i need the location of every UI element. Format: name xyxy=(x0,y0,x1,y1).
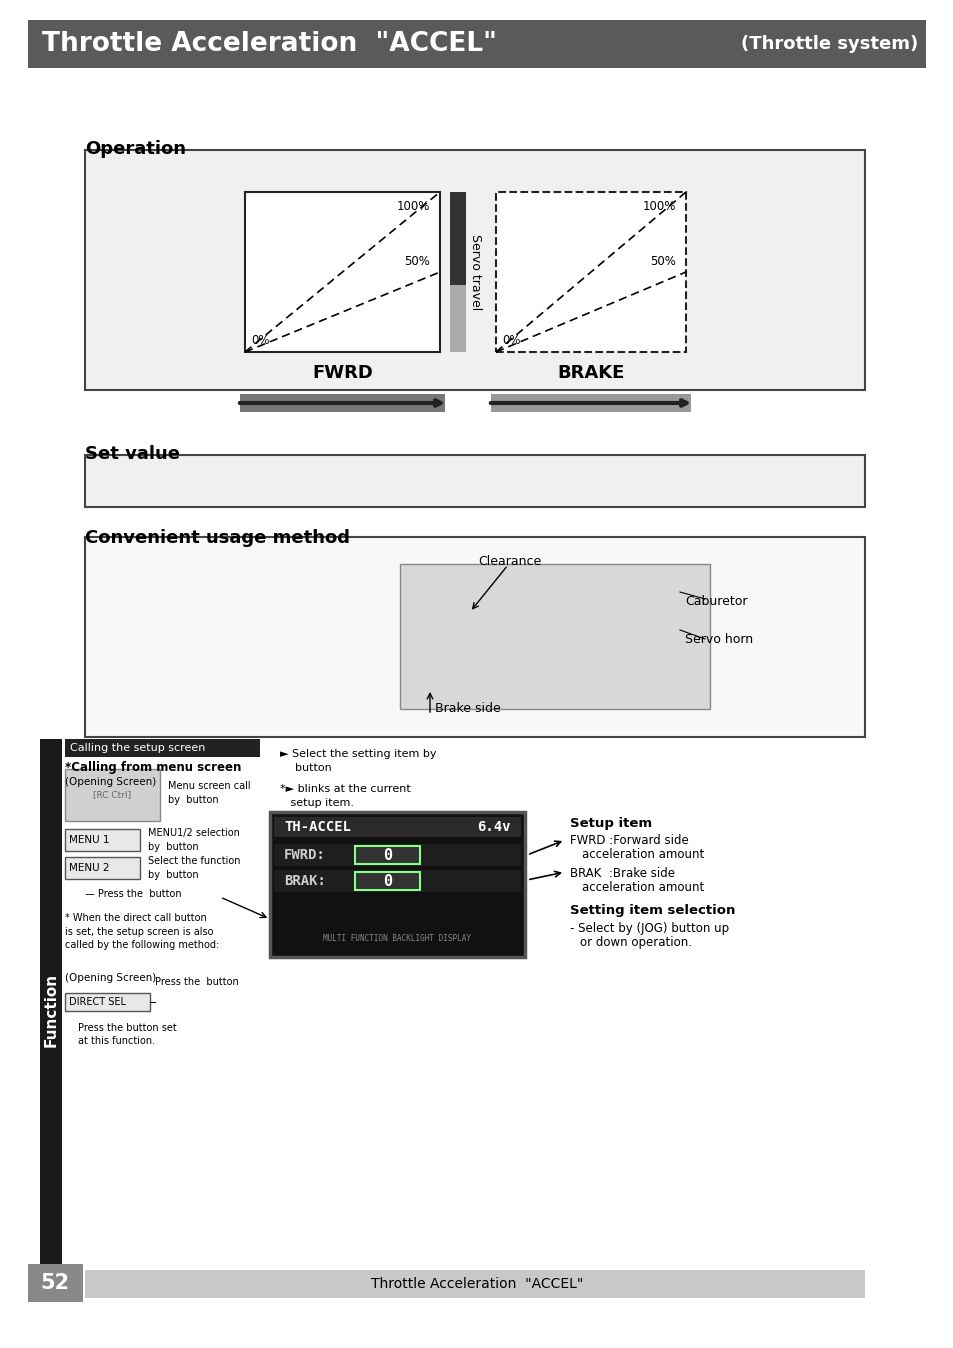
Text: 0: 0 xyxy=(383,848,392,863)
Bar xyxy=(85,150,864,390)
Text: Brake side: Brake side xyxy=(435,702,500,714)
Text: Press the  button: Press the button xyxy=(154,977,238,987)
Text: Clearance: Clearance xyxy=(477,555,541,568)
Bar xyxy=(491,394,690,412)
Bar xyxy=(65,857,140,879)
Text: Press the button set
at this function.: Press the button set at this function. xyxy=(78,1023,176,1046)
Text: 50%: 50% xyxy=(649,255,676,268)
Text: [RC Ctrl]: [RC Ctrl] xyxy=(92,790,131,799)
Bar xyxy=(65,993,150,1011)
Text: BRAK  :Brake side: BRAK :Brake side xyxy=(569,867,675,880)
Bar xyxy=(355,847,419,864)
Text: MENU 1: MENU 1 xyxy=(69,834,110,845)
Bar xyxy=(65,829,140,851)
Text: 0%: 0% xyxy=(251,334,269,346)
Text: Setup item: Setup item xyxy=(569,817,652,830)
Text: Servo horn: Servo horn xyxy=(684,634,752,646)
Text: 50%: 50% xyxy=(404,255,430,268)
Text: Convenient usage method: Convenient usage method xyxy=(85,528,350,547)
Text: Operation: Operation xyxy=(85,140,186,158)
Text: Menu screen call
by  button: Menu screen call by button xyxy=(168,780,251,805)
Text: FWRD :Forward side: FWRD :Forward side xyxy=(569,834,688,847)
Bar xyxy=(65,768,160,821)
Bar xyxy=(65,739,260,758)
Text: Throttle Acceleration  "ACCEL": Throttle Acceleration "ACCEL" xyxy=(42,31,497,57)
Text: DIRECT SEL: DIRECT SEL xyxy=(69,998,126,1007)
Text: Caburetor: Caburetor xyxy=(684,594,747,608)
Bar xyxy=(85,1270,864,1298)
Bar xyxy=(496,191,685,352)
Text: Servo travel: Servo travel xyxy=(469,233,481,310)
Text: *Calling from menu screen: *Calling from menu screen xyxy=(65,762,241,774)
Bar xyxy=(28,1264,83,1302)
Text: BRAK:: BRAK: xyxy=(284,874,326,888)
Text: Calling the setup screen: Calling the setup screen xyxy=(70,743,205,754)
Text: Throttle Acceleration  "ACCEL": Throttle Acceleration "ACCEL" xyxy=(371,1277,582,1291)
Text: MENU1/2 selection
by  button: MENU1/2 selection by button xyxy=(148,828,239,852)
Text: acceleration amount: acceleration amount xyxy=(581,848,703,861)
Text: 0: 0 xyxy=(383,874,392,888)
Text: 6.4v: 6.4v xyxy=(477,820,511,834)
Text: MULTI FUNCTION BACKLIGHT DISPLAY: MULTI FUNCTION BACKLIGHT DISPLAY xyxy=(323,934,471,944)
Text: Function: Function xyxy=(44,972,58,1046)
Text: - Select by (JOG) button up: - Select by (JOG) button up xyxy=(569,922,728,936)
Text: 100%: 100% xyxy=(642,200,676,213)
Text: *► blinks at the current
   setup item.: *► blinks at the current setup item. xyxy=(280,785,411,807)
Text: (Opening Screen): (Opening Screen) xyxy=(65,776,156,787)
Text: acceleration amount: acceleration amount xyxy=(581,882,703,894)
Bar xyxy=(270,811,524,957)
Bar xyxy=(240,394,444,412)
Bar xyxy=(28,20,925,67)
Bar xyxy=(85,537,864,737)
Bar xyxy=(450,284,465,352)
Text: 100%: 100% xyxy=(396,200,430,213)
Bar xyxy=(399,563,709,709)
Bar xyxy=(245,191,439,352)
Text: or down operation.: or down operation. xyxy=(579,936,691,949)
Bar xyxy=(450,191,465,284)
Text: MENU 2: MENU 2 xyxy=(69,863,110,874)
Bar xyxy=(85,456,864,507)
Text: ► Select the setting item by: ► Select the setting item by xyxy=(280,749,436,759)
Text: FWRD: FWRD xyxy=(312,364,373,381)
Text: 0%: 0% xyxy=(501,334,520,346)
Bar xyxy=(274,817,520,837)
Text: (Throttle system): (Throttle system) xyxy=(740,35,917,53)
Text: (Opening Screen): (Opening Screen) xyxy=(65,973,156,983)
Text: BRAKE: BRAKE xyxy=(557,364,624,381)
Text: 52: 52 xyxy=(40,1273,70,1293)
Text: TH-ACCEL: TH-ACCEL xyxy=(284,820,351,834)
Bar xyxy=(274,869,520,892)
Text: — Press the  button: — Press the button xyxy=(85,888,181,899)
Bar xyxy=(355,872,419,890)
Bar xyxy=(40,739,62,1281)
Text: button: button xyxy=(288,763,332,772)
Text: Select the function
by  button: Select the function by button xyxy=(148,856,240,880)
Bar xyxy=(274,844,520,865)
Text: Setting item selection: Setting item selection xyxy=(569,905,735,917)
Text: Set value: Set value xyxy=(85,445,180,462)
Text: * When the direct call button
is set, the setup screen is also
called by the fol: * When the direct call button is set, th… xyxy=(65,913,219,950)
Text: FWRD:: FWRD: xyxy=(284,848,326,861)
